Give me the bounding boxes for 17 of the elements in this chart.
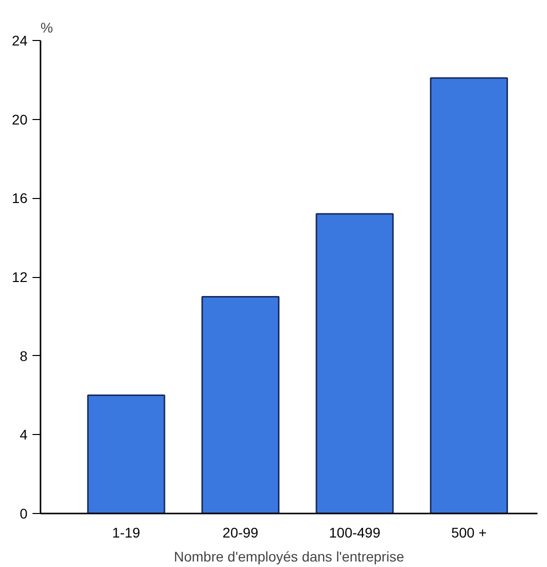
x-tick-label: 1-19: [112, 524, 140, 540]
y-axis-title: %: [40, 20, 53, 36]
x-tick-label: 500 +: [451, 524, 487, 540]
y-tick-label: 0: [20, 506, 28, 522]
y-tick-label: 12: [12, 269, 28, 285]
bar: [316, 213, 394, 514]
y-tick-label: 20: [12, 111, 28, 128]
bar: [430, 77, 508, 514]
y-tick-label: 16: [12, 190, 28, 206]
bar: [201, 296, 280, 514]
x-axis-title: Nombre d'employés dans l'entreprise: [174, 548, 404, 564]
x-tick-label: 20-99: [222, 524, 259, 540]
y-tick-label: 4: [20, 426, 28, 443]
bar: [87, 394, 166, 514]
y-tick-label: 24: [12, 32, 28, 48]
y-tick-label: 8: [20, 348, 28, 364]
x-tick-label: 100-499: [329, 524, 381, 540]
